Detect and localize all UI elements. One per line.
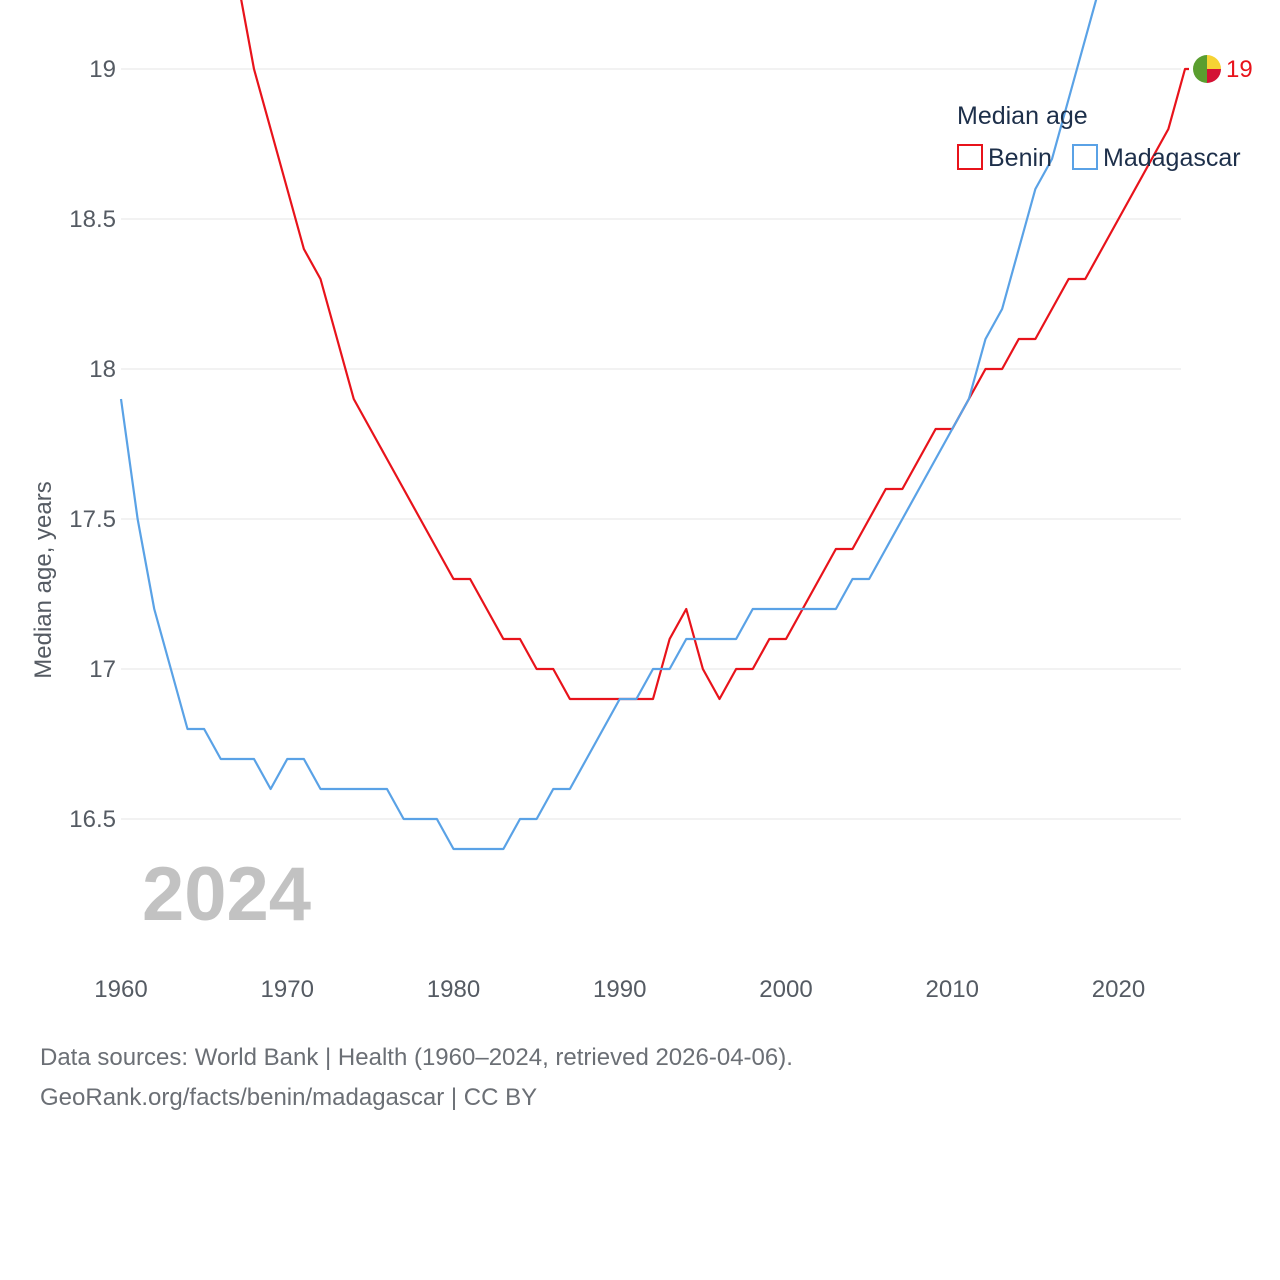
legend-item-madagascar[interactable]: Madagascar [1072,144,1241,172]
legend-label: Benin [988,144,1052,172]
series-end-markers: 1920 [1193,55,1253,83]
x-tick-label: 1960 [94,976,147,1003]
flag-icon-benin [1193,55,1221,83]
x-tick-label: 1990 [593,976,646,1003]
series-line-madagascar [119,0,1098,851]
y-tick-label: 18.5 [69,206,116,233]
y-tick-label: 19 [89,56,116,83]
x-tick-label: 2010 [926,976,979,1003]
x-axis-ticks: 1960 1970 1980 1990 2000 2010 2020 [94,976,1145,1003]
gridlines [121,68,1181,820]
data-sources-note: Data sources: World Bank | Health (1960–… [40,1044,793,1071]
x-tick-label: 2020 [1092,976,1145,1003]
legend-label: Madagascar [1103,144,1241,172]
x-tick-label: 1980 [427,976,480,1003]
y-axis-title: Median age, years [30,481,57,678]
x-tick-label: 1970 [261,976,314,1003]
year-watermark: 2024 [142,852,311,937]
y-tick-label: 18 [89,356,116,383]
series-lines [119,0,1189,851]
source-url: GeoRank.org/facts/benin/madagascar | CC … [40,1084,538,1111]
legend: Median age Benin Madagascar [957,102,1241,172]
y-tick-label: 17 [89,656,116,683]
x-tick-label: 2000 [759,976,812,1003]
y-tick-label: 17.5 [69,506,116,533]
legend-title: Median age [957,102,1088,130]
legend-swatch [957,144,983,170]
end-value-label-benin: 19 [1226,56,1253,83]
legend-item-benin[interactable]: Benin [957,144,1052,172]
legend-swatch [1072,144,1098,170]
y-tick-label: 16.5 [69,806,116,833]
